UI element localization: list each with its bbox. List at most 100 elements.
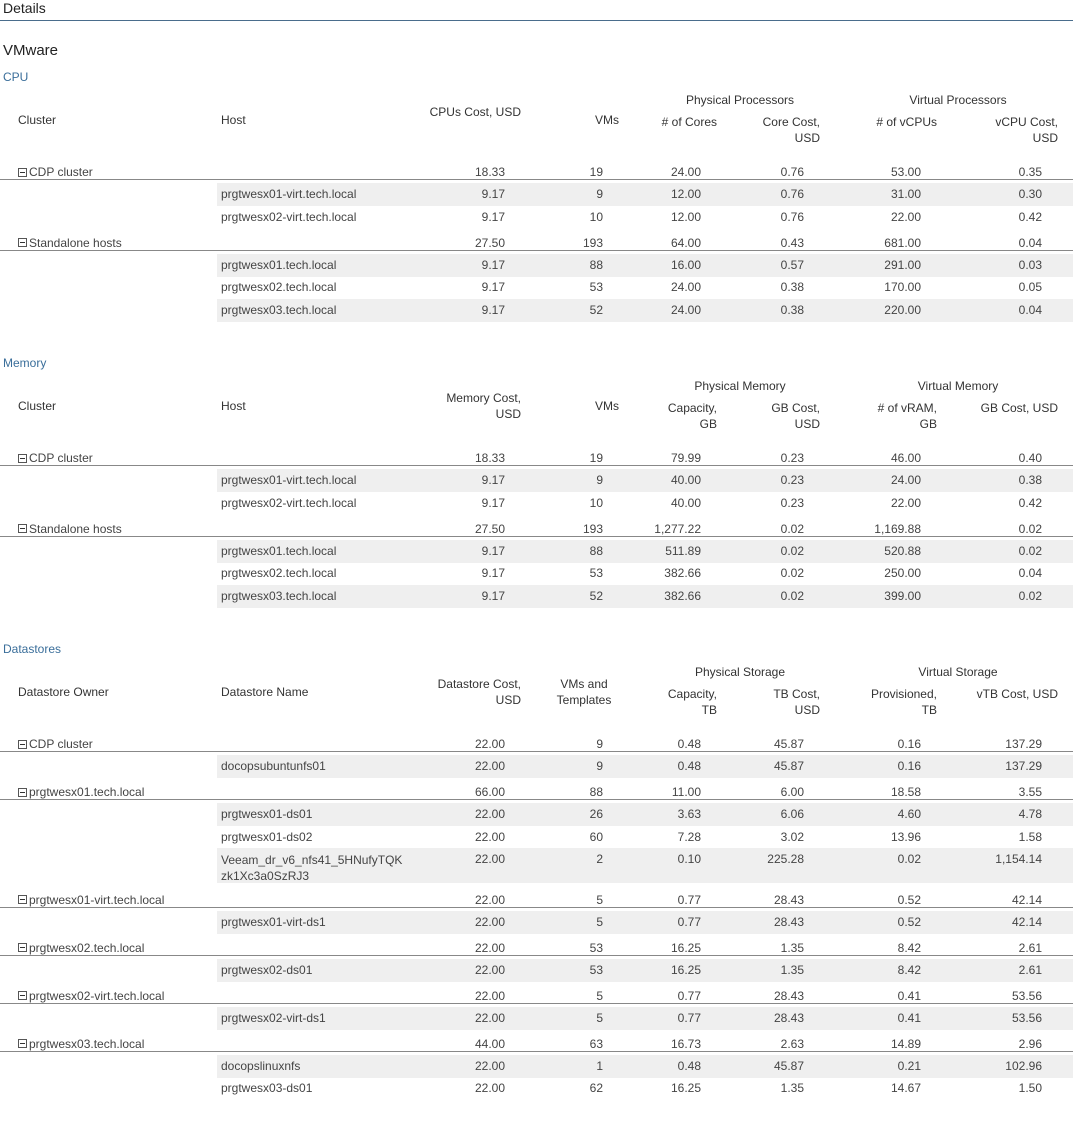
collapse-icon[interactable] <box>18 524 27 533</box>
virtual-value-2: 2.61 <box>1018 962 1042 977</box>
collapse-icon[interactable] <box>18 895 27 904</box>
group-row: CDP cluster 18.33 19 79.99 0.23 46.00 0.40 <box>0 451 1073 467</box>
column-header-physical-1: Capacity, GB <box>667 401 717 431</box>
row-stripe <box>217 910 1073 934</box>
collapse-icon[interactable] <box>18 238 27 247</box>
physical-value-2: 0.23 <box>780 495 804 510</box>
table-row[interactable]: docopsubuntunfs01 22.00 9 0.48 45.87 0.16 137.… <box>0 759 1073 777</box>
cost-value: 9.17 <box>481 302 505 317</box>
group-toggle[interactable]: Standalone hosts <box>18 236 122 250</box>
column-group-virtual: Virtual Memory <box>917 379 999 393</box>
group-toggle[interactable]: CDP cluster <box>18 451 93 465</box>
table-row[interactable]: prgtwesx01.tech.local 9.17 88 16.00 0.57 291.… <box>0 258 1073 276</box>
group-row: prgtwesx02-virt.tech.local 22.00 5 0.77 28.4… <box>0 989 1073 1005</box>
virtual-value-1: 0.16 <box>897 759 921 773</box>
physical-value-2: 1.35 <box>780 962 804 977</box>
physical-value-2: 0.76 <box>780 187 804 201</box>
column-header-virtual-2: vTB Cost, USD <box>976 687 1058 701</box>
vms-value: 1 <box>596 1058 603 1073</box>
row-stripe <box>217 183 1073 206</box>
group-toggle[interactable]: prgtwesx03.tech.local <box>18 1037 144 1051</box>
physical-value-2: 1.35 <box>780 1081 804 1095</box>
host-name: prgtwesx01-virt.tech.local <box>221 473 357 487</box>
collapse-icon[interactable] <box>18 167 27 177</box>
group-divider <box>0 1050 1073 1052</box>
group-row: prgtwesx03.tech.local 44.00 63 16.73 2.63 14.… <box>0 1037 1073 1053</box>
row-stripe <box>217 755 1073 778</box>
physical-value-1: 64.00 <box>670 235 701 250</box>
physical-value-2: 0.76 <box>780 165 804 179</box>
collapse-icon[interactable] <box>18 787 27 797</box>
physical-value-2: 0.38 <box>780 280 804 294</box>
physical-value-2: 0.02 <box>780 566 804 580</box>
table-row[interactable]: prgtwesx01.tech.local 9.17 88 511.89 0.02 520… <box>0 544 1073 562</box>
vms-value: 193 <box>582 235 603 250</box>
group-name: prgtwesx02.tech.local <box>29 940 145 955</box>
table-row[interactable]: Veeam_dr_v6_nfs41_5HNufyTQK zk1Xc3a0SzRJ3… <box>0 852 1073 883</box>
table-row[interactable]: docopslinuxnfs 22.00 1 0.48 45.87 0.21 102.96 <box>0 1059 1073 1077</box>
column-group-physical: Physical Memory <box>694 379 786 393</box>
table-row[interactable]: prgtwesx01-ds01 22.00 26 3.63 6.06 4.60 4.78 <box>0 807 1073 825</box>
table-row[interactable]: prgtwesx01-ds02 22.00 60 7.28 3.02 13.96 1.58 <box>0 830 1073 848</box>
physical-value-2: 3.02 <box>780 829 804 844</box>
virtual-value-2: 53.56 <box>1011 1010 1042 1025</box>
cost-value: 22.00 <box>474 892 505 907</box>
collapse-icon[interactable] <box>18 1039 27 1048</box>
collapse-icon[interactable] <box>18 943 27 952</box>
physical-value-1: 7.28 <box>677 829 701 844</box>
group-toggle[interactable]: prgtwesx01-virt.tech.local <box>18 893 164 907</box>
group-toggle[interactable]: prgtwesx01.tech.local <box>18 785 144 799</box>
group-row: prgtwesx02.tech.local 22.00 53 16.25 1.35 8.4… <box>0 941 1073 957</box>
table-row[interactable]: prgtwesx01-virt-ds1 22.00 5 0.77 28.43 0.52 42… <box>0 915 1073 933</box>
column-group-physical: Physical Processors <box>685 93 795 107</box>
table-row[interactable]: prgtwesx02.tech.local 9.17 53 24.00 0.38 170.… <box>0 280 1073 298</box>
cost-value: 22.00 <box>474 940 505 955</box>
virtual-value-1: 8.42 <box>897 962 921 977</box>
cost-value: 22.00 <box>474 1081 505 1095</box>
host-name: prgtwesx01-virt.tech.local <box>221 187 357 201</box>
virtual-value-2: 0.30 <box>1018 187 1042 201</box>
cost-value: 66.00 <box>474 785 505 799</box>
group-toggle[interactable]: prgtwesx02.tech.local <box>18 941 144 955</box>
group-toggle[interactable]: Standalone hosts <box>18 522 122 536</box>
virtual-value-2: 0.42 <box>1018 209 1042 224</box>
group-name: prgtwesx01-virt.tech.local <box>29 892 165 907</box>
group-divider <box>0 535 1073 537</box>
table-row[interactable]: prgtwesx01-virt.tech.local 9.17 9 12.00 0.76… <box>0 187 1073 205</box>
collapse-icon[interactable] <box>18 739 27 749</box>
cost-value: 9.17 <box>481 473 505 487</box>
group-toggle[interactable]: CDP cluster <box>18 737 93 751</box>
physical-value-1: 79.99 <box>670 451 701 465</box>
table-row[interactable]: prgtwesx02-ds01 22.00 53 16.25 1.35 8.42 2.61 <box>0 963 1073 981</box>
group-toggle[interactable]: CDP cluster <box>18 165 93 179</box>
table-row[interactable]: prgtwesx02-virt.tech.local 9.17 10 40.00 0.2… <box>0 496 1073 514</box>
virtual-value-1: 4.60 <box>897 807 921 821</box>
group-divider <box>0 249 1073 251</box>
physical-value-1: 511.89 <box>665 543 701 558</box>
column-header-owner: Cluster <box>18 113 57 127</box>
collapse-icon[interactable] <box>18 453 27 463</box>
physical-value-2: 0.23 <box>780 451 804 465</box>
group-toggle[interactable]: prgtwesx02-virt.tech.local <box>18 989 164 1003</box>
physical-value-1: 40.00 <box>670 495 701 510</box>
table-row[interactable]: prgtwesx03.tech.local 9.17 52 24.00 0.38 220.… <box>0 303 1073 321</box>
collapse-icon[interactable] <box>18 991 27 1000</box>
table-row[interactable]: prgtwesx02-virt.tech.local 9.17 10 12.00 0.7… <box>0 210 1073 228</box>
table-row[interactable]: prgtwesx01-virt.tech.local 9.17 9 40.00 0.23… <box>0 473 1073 491</box>
host-name: prgtwesx01.tech.local <box>221 543 337 558</box>
group-name: prgtwesx01.tech.local <box>29 785 145 799</box>
table-row[interactable]: prgtwesx02-virt-ds1 22.00 5 0.77 28.43 0.41 53… <box>0 1011 1073 1029</box>
vms-value: 9 <box>596 759 603 773</box>
row-stripe <box>217 539 1073 563</box>
host-name: prgtwesx02-virt.tech.local <box>221 209 357 224</box>
table-row[interactable]: prgtwesx02.tech.local 9.17 53 382.66 0.02 250… <box>0 566 1073 584</box>
physical-value-2: 1.35 <box>780 940 804 955</box>
cost-value: 18.33 <box>474 165 505 179</box>
physical-value-1: 16.73 <box>670 1036 701 1051</box>
table-row[interactable]: prgtwesx03-ds01 22.00 62 16.25 1.35 14.67 1.50 <box>0 1081 1073 1099</box>
virtual-value-1: 8.42 <box>897 940 921 955</box>
datastore-name: prgtwesx01-ds01 <box>221 807 313 821</box>
column-header-vms: VMs <box>595 113 619 127</box>
table-row[interactable]: prgtwesx03.tech.local 9.17 52 382.66 0.02 399… <box>0 589 1073 607</box>
group-divider <box>0 751 1073 752</box>
